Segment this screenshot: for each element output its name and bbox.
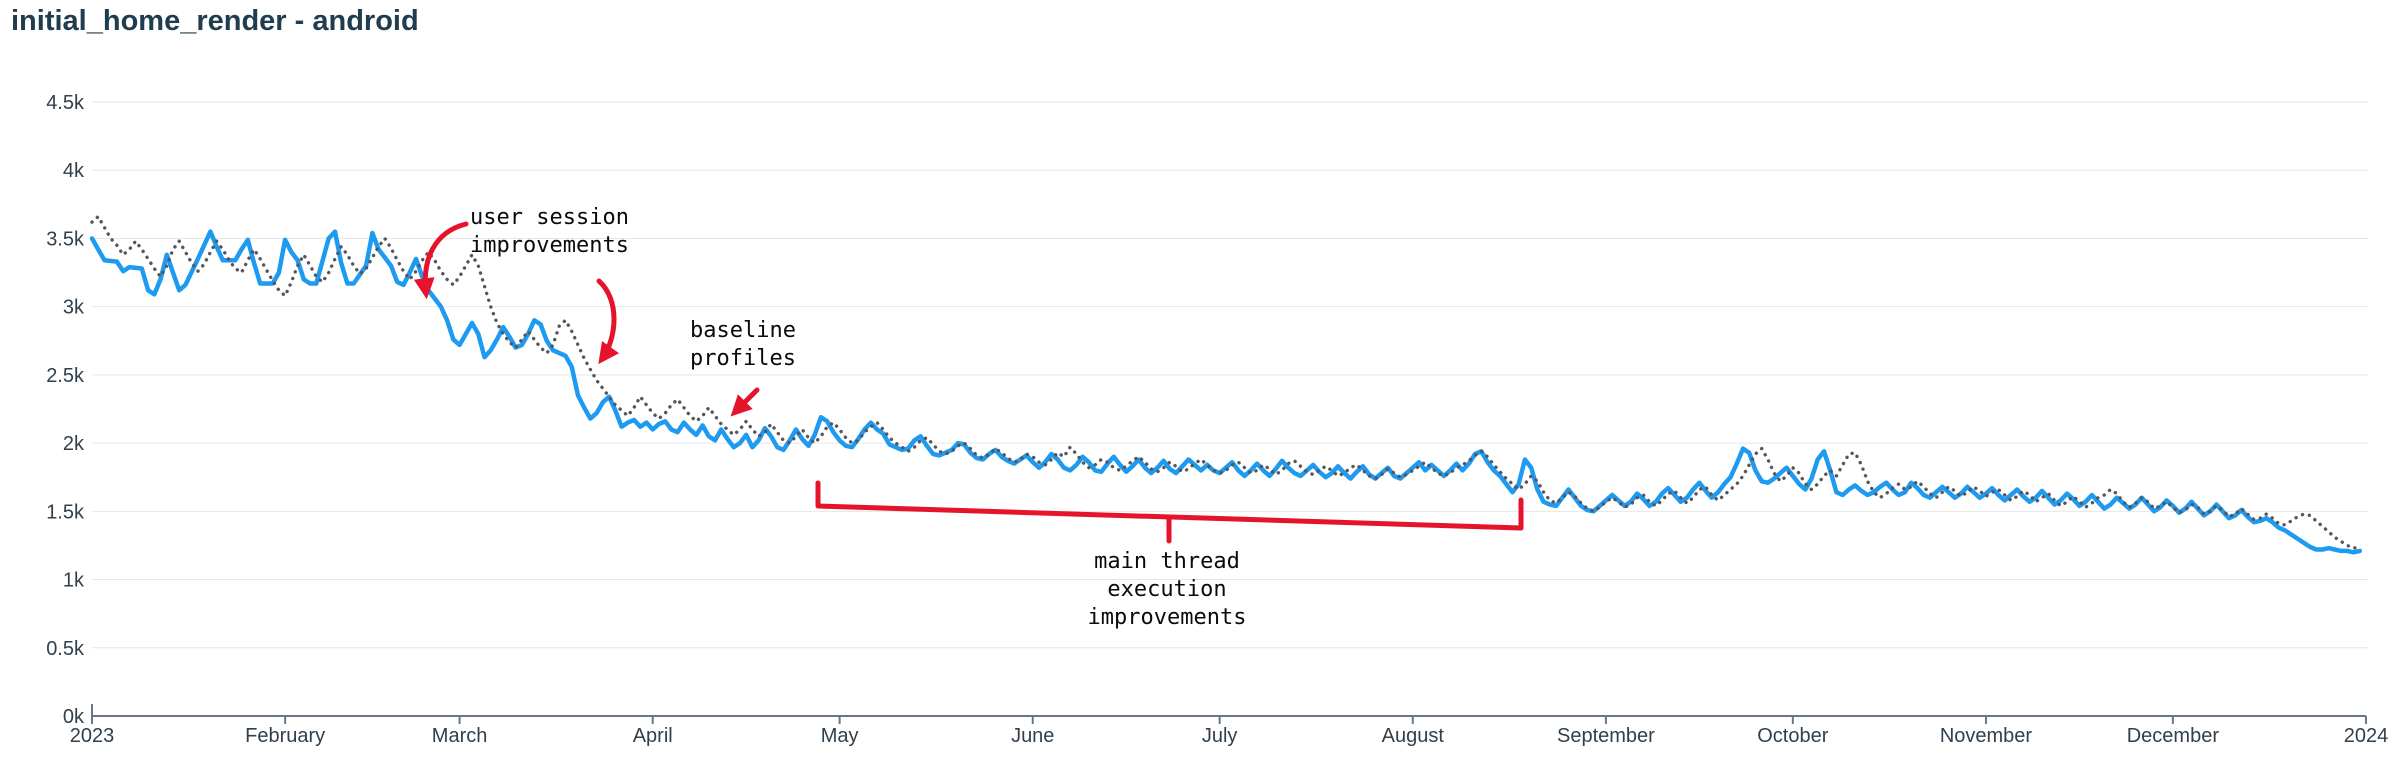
- x-tick-label-2023: 2023: [70, 725, 115, 747]
- y-tick-label-0k: 0k: [63, 706, 85, 728]
- annotation-main-thread: main thread execution improvements: [815, 480, 1524, 630]
- x-tick-label-July: July: [1202, 725, 1238, 747]
- y-tick-label-1k: 1k: [63, 570, 85, 592]
- solid-blue-line: [89, 229, 2363, 555]
- x-tick-label-February: February: [245, 725, 325, 747]
- annotation-baseline-line2: profiles: [690, 346, 796, 371]
- annotation-user-session-line1: user session: [470, 205, 629, 230]
- chart-title: initial_home_render - android: [11, 5, 419, 37]
- x-tick-label-October: October: [1757, 725, 1828, 747]
- annotation-main-thread-line2: execution: [1107, 577, 1226, 602]
- annotation-user-session-line2: improvements: [470, 233, 629, 258]
- y-axis-labels: 0k 0.5k 1k 1.5k 2k 2.5k 3k 3.5k 4k 4.5k: [46, 92, 85, 728]
- annotation-user-session-improvements: user session improvements: [413, 205, 629, 365]
- y-tick-label-4k: 4k: [63, 160, 85, 182]
- gridlines: [92, 101, 2368, 649]
- x-tick-label-May: May: [821, 725, 859, 747]
- x-tick-label-2024: 2024: [2344, 725, 2389, 747]
- user-session-arrow-2: [596, 278, 620, 365]
- x-tick-label-March: March: [432, 725, 488, 747]
- x-axis: 2023 February March April May June July August S…: [70, 704, 2389, 747]
- y-tick-label-3k: 3k: [63, 297, 85, 319]
- y-tick-label-2.5k: 2.5k: [46, 365, 85, 387]
- x-tick-label-August: August: [1382, 725, 1445, 747]
- annotation-main-thread-line3: improvements: [1088, 605, 1247, 630]
- dotted-gray-line: [90, 214, 2362, 550]
- x-tick-label-December: December: [2127, 725, 2220, 747]
- annotation-layer: user session improvements baseline profi…: [413, 205, 1524, 630]
- x-tick-label-September: September: [1557, 725, 1655, 747]
- user-session-arrow-1: [413, 221, 469, 300]
- annotation-main-thread-line1: main thread: [1094, 549, 1240, 574]
- y-tick-label-3.5k: 3.5k: [46, 228, 85, 250]
- baseline-profiles-arrow: [730, 387, 760, 417]
- y-tick-label-2k: 2k: [63, 433, 85, 455]
- x-tick-label-November: November: [1940, 725, 2033, 747]
- annotation-baseline-profiles: baseline profiles: [690, 318, 796, 417]
- y-tick-label-4.5k: 4.5k: [46, 92, 85, 114]
- y-tick-label-1.5k: 1.5k: [46, 501, 85, 523]
- annotation-baseline-line1: baseline: [690, 318, 796, 343]
- x-tick-label-June: June: [1011, 725, 1054, 747]
- series-layer: [89, 214, 2363, 555]
- y-tick-label-0.5k: 0.5k: [46, 638, 85, 660]
- x-tick-label-April: April: [633, 725, 673, 747]
